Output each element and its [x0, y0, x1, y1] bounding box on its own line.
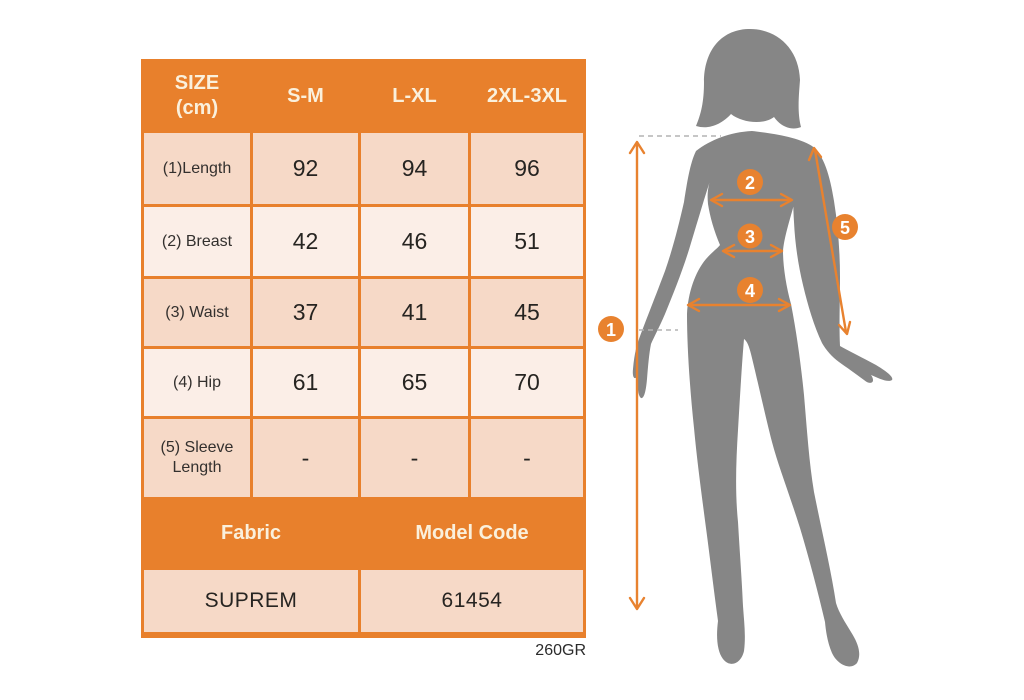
row-label-sleeve-length: (5) Sleeve Length — [144, 419, 250, 497]
value-waist-lxl: 41 — [361, 279, 468, 346]
row-label-waist: (3) Waist — [144, 279, 250, 346]
value-hip-sm: 61 — [253, 349, 358, 416]
length-arrow — [628, 140, 646, 611]
marker-circle-4 — [737, 277, 763, 303]
marker-circle-3 — [737, 223, 763, 249]
breast-arrow — [709, 192, 794, 208]
column-header-2xl-3xl: 2XL-3XL — [471, 62, 583, 130]
sleeve-arrow — [807, 146, 852, 336]
fabric-header: Fabric — [144, 500, 358, 567]
row-label-length: (1)Length — [144, 133, 250, 204]
value-sleeve-lxl: - — [361, 419, 468, 497]
table-header-size-cm: SIZE (cm) — [144, 62, 250, 130]
model-code-value: 61454 — [361, 570, 583, 632]
value-length-2xl3xl: 96 — [471, 133, 583, 204]
hip-arrow — [686, 297, 792, 313]
marker-label-4: 4 — [745, 281, 755, 301]
size-title-line2: (cm) — [175, 97, 219, 119]
size-title-line1: SIZE — [174, 72, 220, 94]
marker-circle-1 — [598, 316, 624, 342]
value-length-lxl: 94 — [361, 133, 468, 204]
row-label-breast: (2) Breast — [144, 207, 250, 276]
value-breast-lxl: 46 — [361, 207, 468, 276]
dashed-guides — [639, 135, 721, 331]
weight-note: 260GR — [535, 642, 586, 659]
value-sleeve-sm: - — [253, 419, 358, 497]
marker-label-3: 3 — [745, 227, 755, 247]
column-header-l-xl: L-XL — [361, 62, 468, 130]
marker-label-1: 1 — [606, 320, 616, 340]
value-waist-2xl3xl: 45 — [471, 279, 583, 346]
marker-label-5: 5 — [840, 218, 850, 238]
column-header-s-m: S-M — [253, 62, 358, 130]
value-sleeve-2xl3xl: - — [471, 419, 583, 497]
model-code-header: Model Code — [361, 500, 583, 567]
female-silhouette — [632, 28, 893, 667]
size-chart-table: SIZE (cm) S-M L-XL 2XL-3XL (1)Length 92 … — [141, 59, 586, 638]
value-breast-2xl3xl: 51 — [471, 207, 583, 276]
silhouette-hair — [696, 28, 801, 129]
silhouette-body — [632, 131, 893, 667]
value-length-sm: 92 — [253, 133, 358, 204]
marker-label-2: 2 — [745, 173, 755, 193]
marker-circles: 1 2 3 4 5 — [598, 169, 858, 342]
fabric-value: SUPREM — [144, 570, 358, 632]
value-waist-sm: 37 — [253, 279, 358, 346]
value-hip-2xl3xl: 70 — [471, 349, 583, 416]
waist-arrow — [721, 243, 784, 259]
marker-circle-5 — [832, 214, 858, 240]
measurement-arrows — [628, 140, 852, 611]
value-hip-lxl: 65 — [361, 349, 468, 416]
marker-circle-2 — [737, 169, 763, 195]
row-label-hip: (4) Hip — [144, 349, 250, 416]
value-breast-sm: 42 — [253, 207, 358, 276]
